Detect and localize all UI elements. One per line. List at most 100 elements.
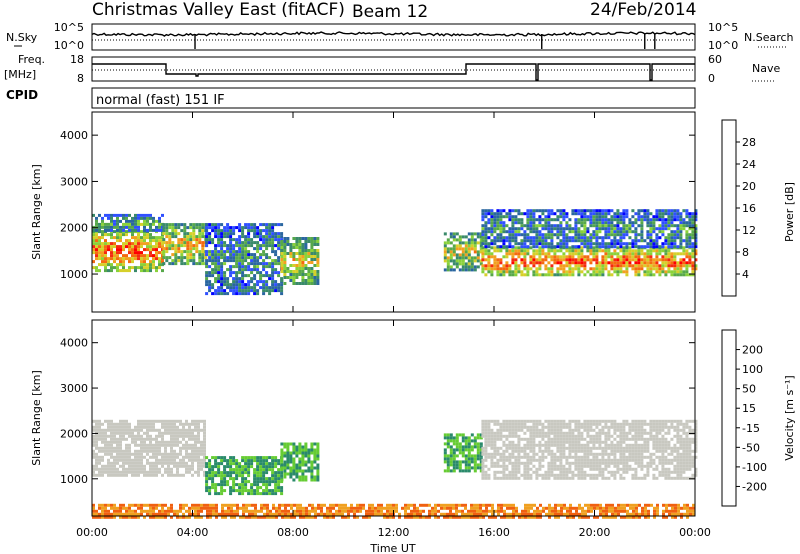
echo-cell (499, 423, 502, 426)
echo-cell (444, 460, 447, 463)
echo-cell (592, 270, 595, 273)
echo-cell (259, 286, 262, 289)
echo-cell (310, 449, 313, 452)
echo-cell (496, 215, 499, 218)
echo-cell (316, 237, 319, 240)
echo-cell (262, 259, 265, 262)
echo-cell (253, 286, 256, 289)
echo-cell (289, 458, 292, 461)
echo-cell (667, 242, 670, 245)
echo-cell (214, 489, 217, 492)
echo-cell (523, 453, 526, 456)
echo-cell (131, 504, 134, 507)
echo-cell (104, 260, 107, 263)
echo-cell (191, 459, 194, 462)
echo-cell (119, 263, 122, 266)
echo-cell (562, 264, 565, 267)
echo-cell (468, 241, 471, 244)
echo-cell (604, 462, 607, 465)
echo-cell (652, 459, 655, 462)
echo-cell (250, 241, 253, 244)
echo-cell (170, 450, 173, 453)
echo-cell (556, 438, 559, 441)
echo-cell (490, 264, 493, 267)
echo-cell (274, 250, 277, 253)
echo-cell (241, 277, 244, 280)
echo-cell (685, 456, 688, 459)
echo-cell (161, 444, 164, 447)
echo-cell (134, 444, 137, 447)
echo-cell (113, 236, 116, 239)
echo-cell (161, 426, 164, 429)
echo-cell (655, 245, 658, 248)
echo-cell (592, 468, 595, 471)
echo-cell (508, 447, 511, 450)
echo-cell (571, 435, 574, 438)
echo-cell (195, 223, 198, 226)
echo-cell (613, 438, 616, 441)
echo-cell (280, 464, 283, 467)
echo-cell (628, 258, 631, 261)
echo-cell (541, 245, 544, 248)
echo-cell (577, 468, 580, 471)
echo-cell (514, 267, 517, 270)
echo-cell (601, 471, 604, 474)
echo-cell (474, 466, 477, 469)
echo-cell (691, 221, 694, 224)
echo-cell (610, 471, 613, 474)
echo-cell (208, 223, 211, 226)
echo-cell (493, 420, 496, 423)
echo-cell (171, 247, 174, 250)
echo-cell (568, 453, 571, 456)
echo-cell (468, 250, 471, 253)
echo-cell (619, 444, 622, 447)
echo-cell (161, 441, 164, 444)
echo-cell (146, 432, 149, 435)
echo-cell (259, 474, 262, 477)
echo-cell (176, 462, 179, 465)
echo-cell (277, 486, 280, 489)
echo-cell (128, 465, 131, 468)
echo-cell (277, 274, 280, 277)
echo-cell (514, 236, 517, 239)
echo-cell (649, 239, 652, 242)
echo-cell (122, 432, 125, 435)
echo-cell (235, 244, 238, 247)
echo-cell (238, 253, 241, 256)
echo-cell (280, 292, 283, 295)
echo-cell (244, 286, 247, 289)
echo-cell (146, 453, 149, 456)
echo-cell (610, 224, 613, 227)
echo-cell (550, 459, 553, 462)
echo-cell (214, 226, 217, 229)
echo-cell (217, 465, 220, 468)
echo-cell (616, 212, 619, 215)
echo-cell (235, 274, 238, 277)
echo-cell (625, 423, 628, 426)
echo-cell (637, 258, 640, 261)
echo-cell (646, 270, 649, 273)
echo-cell (562, 426, 565, 429)
echo-cell (532, 209, 535, 212)
echo-cell (613, 236, 616, 239)
echo-cell (180, 256, 183, 259)
echo-cell (673, 252, 676, 255)
echo-cell (625, 420, 628, 423)
echo-cell (496, 264, 499, 267)
echo-cell (162, 226, 165, 229)
echo-cell (517, 227, 520, 230)
echo-cell (122, 468, 125, 471)
echo-cell (613, 423, 616, 426)
echo-cell (471, 466, 474, 469)
echo-cell (625, 233, 628, 236)
echo-cell (203, 429, 206, 432)
echo-cell (274, 244, 277, 247)
echo-cell (490, 459, 493, 462)
echo-cell (526, 456, 529, 459)
echo-cell (307, 470, 310, 473)
echo-cell (667, 209, 670, 212)
echo-cell (241, 274, 244, 277)
echo-cell (295, 267, 298, 270)
echo-cell (220, 277, 223, 280)
echo-cell (670, 215, 673, 218)
